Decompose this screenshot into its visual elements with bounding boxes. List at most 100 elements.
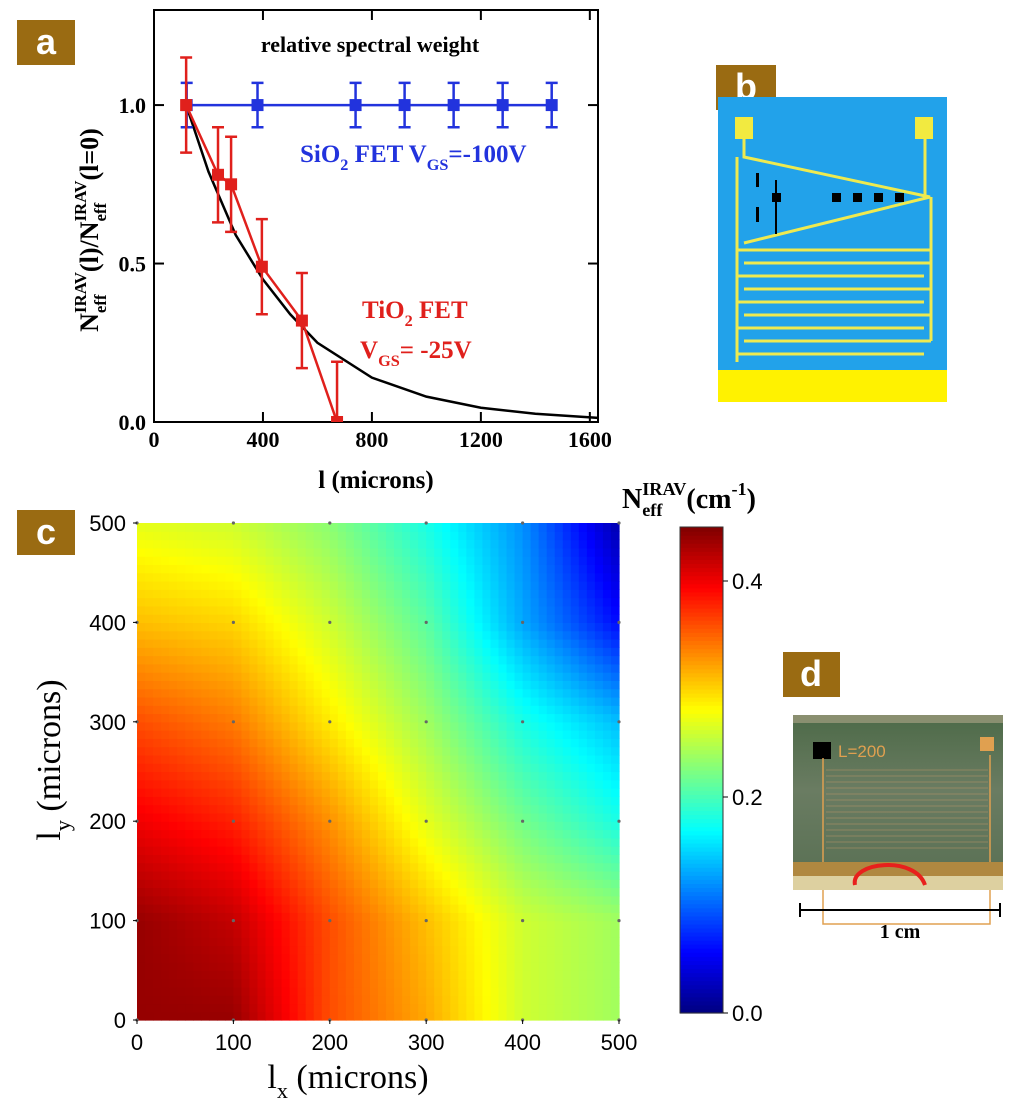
heat-pixel: [314, 697, 323, 706]
heat-pixel: [474, 970, 483, 979]
heat-pixel: [603, 871, 612, 880]
heat-pixel: [490, 647, 499, 656]
heat-pixel: [603, 680, 612, 689]
heat-pixel: [290, 937, 299, 946]
heat-pixel: [354, 763, 363, 772]
heat-pixel: [507, 714, 516, 723]
heat-pixel: [290, 821, 299, 830]
heat-pixel: [458, 863, 467, 872]
heat-pixel: [450, 705, 459, 714]
heat-pixel: [330, 622, 339, 631]
heat-pixel: [499, 556, 508, 565]
heat-pixel: [426, 556, 435, 565]
heat-pixel: [177, 714, 186, 723]
heat-pixel: [410, 912, 419, 921]
heat-pixel: [249, 763, 258, 772]
heat-pixel: [193, 705, 202, 714]
heat-pixel: [466, 631, 475, 640]
colorbar-band: [680, 867, 723, 872]
heat-pixel: [466, 755, 475, 764]
heat-pixel: [426, 945, 435, 954]
heat-pixel: [306, 697, 315, 706]
heat-pixel: [611, 730, 620, 739]
heat-pixel: [523, 863, 532, 872]
heat-pixel: [418, 887, 427, 896]
heat-pixel: [507, 772, 516, 781]
grid-point: [425, 720, 428, 723]
heat-pixel: [531, 722, 540, 731]
heat-pixel: [555, 796, 564, 805]
heat-pixel: [338, 523, 347, 532]
heat-pixel: [394, 680, 403, 689]
heat-pixel: [290, 896, 299, 905]
heat-cell: [233, 523, 330, 623]
heat-pixel: [338, 581, 347, 590]
heat-pixel: [523, 722, 532, 731]
heat-pixel: [258, 813, 267, 822]
heat-pixel: [249, 995, 258, 1004]
heat-pixel: [282, 796, 291, 805]
heat-pixel: [209, 772, 218, 781]
heat-pixel: [571, 962, 580, 971]
heat-pixel: [378, 540, 387, 549]
y-tick-label: 500: [89, 511, 126, 536]
heat-pixel: [346, 664, 355, 673]
heat-pixel: [225, 639, 234, 648]
heat-pixel: [507, 523, 516, 532]
heat-pixel: [539, 763, 548, 772]
heat-pixel: [442, 714, 451, 723]
heat-pixel: [394, 523, 403, 532]
heat-pixel: [217, 672, 226, 681]
heat-pixel: [225, 854, 234, 863]
heat-pixel: [169, 647, 178, 656]
heat-pixel: [595, 730, 604, 739]
heat-pixel: [466, 722, 475, 731]
heat-cell: [330, 722, 427, 822]
heat-pixel: [330, 664, 339, 673]
heat-pixel: [266, 689, 275, 698]
heat-pixel: [434, 581, 443, 590]
heat-pixel: [249, 772, 258, 781]
heat-pixel: [241, 945, 250, 954]
heat-pixel: [306, 962, 315, 971]
heat-pixel: [474, 871, 483, 880]
colorbar-band: [680, 640, 723, 645]
heat-pixel: [434, 564, 443, 573]
heat-pixel: [531, 979, 540, 988]
x-tick-label: 1200: [459, 427, 503, 452]
heat-pixel: [298, 548, 307, 557]
heat-pixel: [185, 755, 194, 764]
heat-pixel: [523, 647, 532, 656]
heat-pixel: [402, 979, 411, 988]
heat-pixel: [306, 531, 315, 540]
grid-point: [328, 621, 331, 624]
heat-pixel: [217, 697, 226, 706]
heat-pixel: [394, 606, 403, 615]
heat-pixel: [314, 929, 323, 938]
heat-pixel: [145, 896, 154, 905]
heat-pixel: [499, 606, 508, 615]
heat-pixel: [193, 672, 202, 681]
heat-pixel: [209, 722, 218, 731]
heat-pixel: [458, 945, 467, 954]
heat-pixel: [539, 705, 548, 714]
heat-pixel: [442, 639, 451, 648]
heat-cell: [523, 722, 620, 822]
heat-pixel: [450, 664, 459, 673]
heat-pixel: [450, 531, 459, 540]
heat-pixel: [595, 631, 604, 640]
heat-pixel: [482, 664, 491, 673]
x-tick-label: 100: [215, 1030, 252, 1055]
heat-pixel: [579, 962, 588, 971]
heat-pixel: [145, 871, 154, 880]
heat-pixel: [418, 954, 427, 963]
heat-pixel: [177, 896, 186, 905]
heat-pixel: [458, 871, 467, 880]
heat-pixel: [306, 523, 315, 532]
heat-pixel: [217, 747, 226, 756]
heat-pixel: [579, 564, 588, 573]
heat-pixel: [458, 954, 467, 963]
heat-pixel: [354, 705, 363, 714]
heat-pixel: [169, 763, 178, 772]
heat-pixel: [499, 747, 508, 756]
